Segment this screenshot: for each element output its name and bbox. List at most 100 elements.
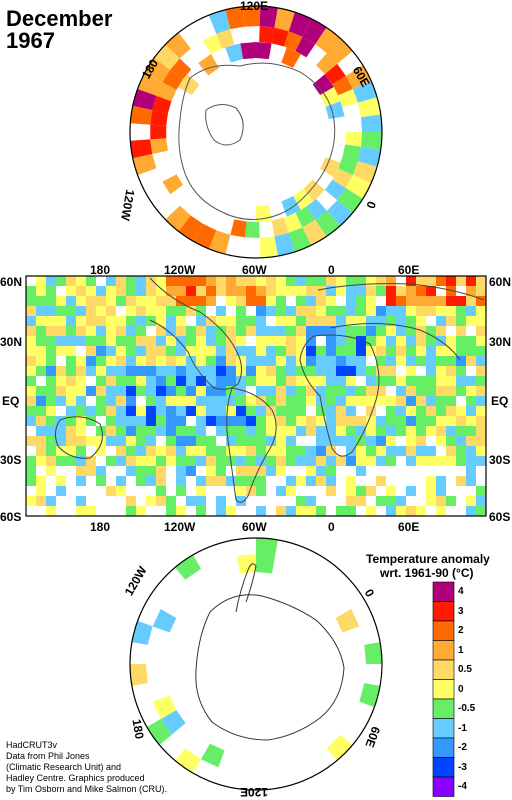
- anomaly-cell: [386, 496, 396, 506]
- anomaly-cell: [426, 486, 436, 496]
- anomaly-cell: [236, 476, 246, 486]
- anomaly-cell: [106, 356, 116, 366]
- anomaly-cell: [106, 366, 116, 376]
- anomaly-cell: [256, 554, 276, 574]
- anomaly-cell: [36, 336, 46, 346]
- anomaly-cell: [206, 366, 216, 376]
- anomaly-cell: [136, 446, 146, 456]
- anomaly-cell: [156, 356, 166, 366]
- anomaly-cell: [286, 346, 296, 356]
- anomaly-cell: [286, 356, 296, 366]
- anomaly-cell: [346, 386, 356, 396]
- anomaly-cell: [36, 346, 46, 356]
- anomaly-cell: [106, 296, 116, 306]
- anomaly-cell: [76, 326, 86, 336]
- anomaly-cell: [236, 456, 246, 466]
- anomaly-cell: [116, 456, 126, 466]
- anomaly-cell: [316, 346, 326, 356]
- anomaly-cell: [256, 336, 266, 346]
- anomaly-cell: [106, 306, 116, 316]
- anomaly-cell: [336, 366, 346, 376]
- anomaly-cell: [76, 506, 86, 516]
- anomaly-cell: [246, 326, 256, 336]
- anomaly-cell: [306, 476, 316, 486]
- anomaly-cell: [216, 406, 226, 416]
- anomaly-cell: [146, 286, 156, 296]
- anomaly-cell: [246, 276, 256, 286]
- anomaly-cell: [106, 386, 116, 396]
- north-polar-map: [129, 5, 383, 259]
- anomaly-cell: [236, 426, 246, 436]
- anomaly-cell: [436, 356, 446, 366]
- anomaly-cell: [406, 306, 416, 316]
- anomaly-cell: [276, 466, 286, 476]
- anomaly-cell: [96, 396, 106, 406]
- anomaly-cell: [346, 286, 356, 296]
- anomaly-cell: [246, 446, 256, 456]
- anomaly-cell: [286, 486, 296, 496]
- anomaly-cell: [226, 476, 236, 486]
- anomaly-cell: [335, 609, 360, 633]
- anomaly-cell: [156, 426, 166, 436]
- anomaly-cell: [476, 346, 486, 356]
- anomaly-cell: [366, 396, 376, 406]
- anomaly-cell: [326, 376, 336, 386]
- anomaly-cell: [316, 296, 326, 306]
- anomaly-cell: [246, 436, 256, 446]
- anomaly-cell: [356, 276, 366, 286]
- anomaly-cell: [36, 326, 46, 336]
- legend-swatch: [432, 698, 455, 719]
- anomaly-cell: [306, 276, 316, 286]
- anomaly-cell: [136, 386, 146, 396]
- anomaly-cell: [176, 406, 186, 416]
- anomaly-cell: [146, 496, 156, 506]
- anomaly-cell: [126, 296, 136, 306]
- anomaly-cell: [276, 286, 286, 296]
- anomaly-cell: [356, 416, 366, 426]
- anomaly-cell: [36, 396, 46, 406]
- anomaly-cell: [206, 336, 216, 346]
- legend-colorbar: [432, 581, 455, 797]
- anomaly-cell: [26, 356, 36, 366]
- anomaly-cell: [196, 316, 206, 326]
- anomaly-cell: [266, 386, 276, 396]
- legend-label: -4: [458, 781, 467, 792]
- anomaly-cell: [216, 426, 226, 436]
- anomaly-cell: [196, 366, 206, 376]
- anomaly-cell: [236, 346, 246, 356]
- anomaly-cell: [386, 456, 396, 466]
- anomaly-cell: [326, 386, 336, 396]
- anomaly-cell: [156, 306, 166, 316]
- anomaly-cell: [446, 386, 456, 396]
- anomaly-cell: [186, 306, 196, 316]
- anomaly-cell: [386, 336, 396, 346]
- anomaly-cell: [196, 296, 206, 306]
- anomaly-cell: [286, 276, 296, 286]
- anomaly-cell: [406, 406, 416, 416]
- anomaly-cell: [86, 436, 96, 446]
- anomaly-cell: [66, 286, 76, 296]
- anomaly-cell: [256, 366, 266, 376]
- anomaly-cell: [256, 296, 266, 306]
- anomaly-cell: [376, 396, 386, 406]
- anomaly-cell: [446, 416, 456, 426]
- anomaly-cell: [296, 386, 306, 396]
- anomaly-cell: [436, 506, 446, 516]
- anomaly-cell: [178, 74, 200, 95]
- anomaly-cell: [316, 456, 326, 466]
- anomaly-cell: [136, 506, 146, 516]
- anomaly-cell: [446, 496, 456, 506]
- anomaly-cell: [56, 436, 66, 446]
- anomaly-cell: [246, 286, 256, 296]
- anomaly-cell: [276, 346, 286, 356]
- anomaly-cell: [96, 366, 106, 376]
- anomaly-cell: [296, 306, 306, 316]
- anomaly-cell: [366, 456, 376, 466]
- anomaly-cell: [316, 506, 326, 516]
- anomaly-cell: [126, 446, 136, 456]
- anomaly-cell: [456, 346, 466, 356]
- anomaly-cell: [446, 446, 456, 456]
- anomaly-cell: [396, 356, 406, 366]
- anomaly-cell: [146, 306, 156, 316]
- anomaly-cell: [286, 376, 296, 386]
